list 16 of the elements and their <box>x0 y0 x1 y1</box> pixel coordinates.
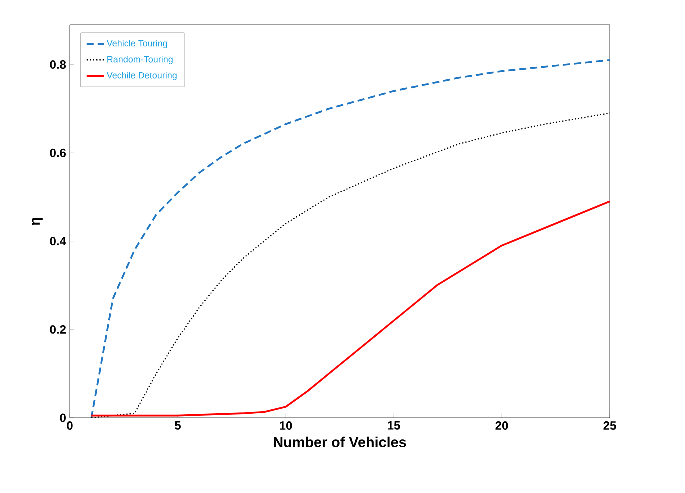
y-tick-label: 0.4 <box>50 237 66 246</box>
y-tick-label: 0.6 <box>50 148 66 158</box>
x-tick-label: 15 <box>388 422 400 430</box>
legend-label: Vehicle Touring <box>106 40 168 48</box>
legend-label: Vechile Detouring <box>106 72 177 80</box>
x-tick-label: 5 <box>175 422 181 430</box>
x-tick-label: 0 <box>67 422 73 430</box>
y-tick-label: 0.8 <box>50 60 66 69</box>
x-tick-label: 20 <box>496 422 508 430</box>
x-tick-label: 10 <box>280 422 292 430</box>
y-tick-label: 0 <box>60 414 66 422</box>
x-tick-label: 25 <box>604 422 616 430</box>
y-axis-title: η <box>32 218 43 226</box>
x-axis-title: Number of Vehicles <box>274 436 406 448</box>
y-tick-label: 0.2 <box>50 325 66 334</box>
legend-label: Random-Touring <box>108 56 173 64</box>
